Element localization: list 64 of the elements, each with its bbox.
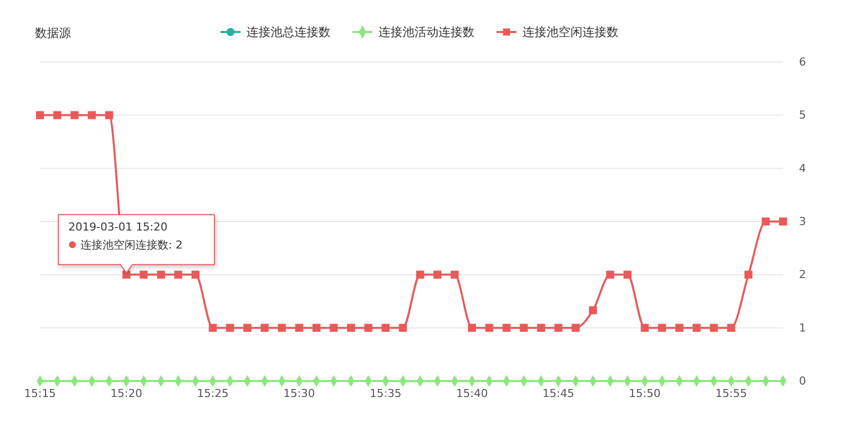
y-tick-label: 5 [799, 108, 806, 122]
x-tick-label: 15:15 [24, 386, 56, 400]
point [364, 324, 372, 332]
point [606, 270, 614, 279]
legend-label: 连接池总连接数 [246, 25, 330, 39]
point [156, 270, 165, 279]
point [485, 324, 494, 332]
point [537, 324, 546, 332]
point [53, 111, 62, 120]
x-tick-label: 15:20 [110, 386, 142, 400]
point [70, 111, 79, 120]
point [330, 324, 338, 332]
point [468, 324, 476, 332]
point [744, 270, 752, 279]
x-tick-label: 15:30 [283, 386, 316, 400]
point [762, 218, 770, 226]
point [520, 324, 528, 332]
point [398, 324, 407, 332]
point [105, 111, 114, 120]
point [554, 324, 562, 332]
legend-label: 连接池活动连接数 [378, 25, 474, 39]
legend-label: 连接池空闲连接数 [522, 25, 618, 39]
point [295, 324, 304, 332]
point [88, 111, 96, 120]
y-tick-label: 3 [799, 215, 806, 228]
x-tick-label: 15:45 [542, 386, 574, 400]
point [450, 270, 459, 279]
point [260, 324, 269, 332]
point [623, 270, 632, 279]
point [226, 324, 234, 332]
point [382, 324, 390, 332]
point [347, 324, 356, 332]
x-tick-label: 15:55 [715, 386, 748, 400]
point [658, 324, 666, 332]
point [779, 218, 787, 226]
x-tick-label: 15:25 [196, 386, 229, 400]
point [710, 324, 718, 332]
point [692, 324, 701, 332]
point [572, 324, 580, 332]
point [588, 306, 597, 314]
annotation: 2019-03-01 15:20 连接池空闲连接数: 2 [68, 220, 183, 252]
point [192, 270, 200, 279]
x-tick-label: 15:40 [456, 386, 488, 400]
point [278, 324, 286, 332]
y-tick-label: 0 [799, 374, 806, 388]
chart-title: 数据源 [35, 26, 71, 40]
y-tick-label: 4 [799, 162, 806, 175]
point [312, 324, 320, 332]
point [502, 324, 511, 332]
point [675, 324, 684, 332]
point [174, 270, 182, 279]
point [243, 324, 252, 332]
point [727, 324, 736, 332]
point [640, 324, 649, 332]
point [208, 324, 217, 332]
x-tick-label: 15:50 [628, 386, 661, 400]
y-tick-label: 2 [799, 268, 806, 282]
y-tick-label: 6 [799, 56, 806, 69]
y-tick-label: 1 [799, 321, 806, 334]
point [433, 270, 442, 279]
point [36, 111, 44, 120]
x-tick-label: 15:35 [370, 386, 402, 400]
point [140, 270, 148, 279]
point [416, 270, 424, 279]
